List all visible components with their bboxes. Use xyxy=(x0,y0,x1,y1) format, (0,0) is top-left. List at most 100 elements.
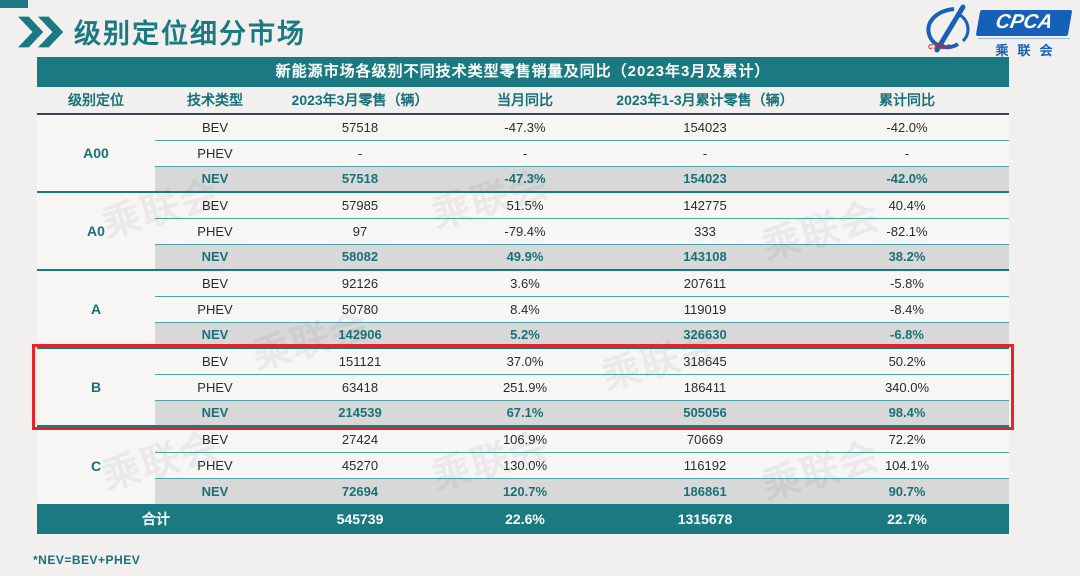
col-header-tech-type: 技术类型 xyxy=(155,87,275,115)
table-row: PHEV 50780 8.4% 119019 -8.4% xyxy=(37,295,1009,322)
value-cell: 90.7% xyxy=(805,477,1009,504)
value-cell: 326630 xyxy=(605,321,805,348)
value-cell: 120.7% xyxy=(445,477,605,504)
tech-type-cell: NEV xyxy=(155,165,275,192)
table-row: NEV 58082 49.9% 143108 38.2% xyxy=(37,243,1009,270)
table-caption: 新能源市场各级别不同技术类型零售销量及同比（2023年3月及累计） xyxy=(37,57,1009,87)
value-cell: -5.8% xyxy=(805,269,1009,296)
tech-type-cell: PHEV xyxy=(155,373,275,400)
tech-type-cell: BEV xyxy=(155,269,275,296)
tech-type-cell: NEV xyxy=(155,243,275,270)
value-cell: 98.4% xyxy=(805,399,1009,426)
value-cell: 207611 xyxy=(605,269,805,296)
table-row: NEV 72694 120.7% 186861 90.7% xyxy=(37,477,1009,504)
table-row: NEV 142906 5.2% 326630 -6.8% xyxy=(37,321,1009,348)
total-cum-yoy: 22.7% xyxy=(805,504,1009,534)
value-cell: - xyxy=(445,139,605,166)
col-header-level: 级别定位 xyxy=(37,87,155,115)
value-cell: -47.3% xyxy=(445,114,605,140)
cpca-logo-sub-text: CPCA xyxy=(928,44,952,51)
table-row: NEV 57518 -47.3% 154023 -42.0% xyxy=(37,165,1009,192)
double-chevron-icon xyxy=(18,16,64,48)
value-cell: 142906 xyxy=(275,321,445,348)
level-cell: A xyxy=(37,269,155,348)
tech-type-cell: PHEV xyxy=(155,139,275,166)
value-cell: 5.2% xyxy=(445,321,605,348)
level-cell: A0 xyxy=(37,191,155,270)
total-row: 合计 545739 22.6% 1315678 22.7% xyxy=(37,504,1009,534)
value-cell: 318645 xyxy=(605,347,805,374)
value-cell: 340.0% xyxy=(805,373,1009,400)
table-row: A0 BEV 57985 51.5% 142775 40.4% xyxy=(37,191,1009,270)
value-cell: 104.1% xyxy=(805,451,1009,478)
value-cell: 50780 xyxy=(275,295,445,322)
value-cell: 67.1% xyxy=(445,399,605,426)
table-row: B BEV 151121 37.0% 318645 50.2% xyxy=(37,347,1009,426)
value-cell: -6.8% xyxy=(805,321,1009,348)
value-cell: 214539 xyxy=(275,399,445,426)
total-month-yoy: 22.6% xyxy=(445,504,605,534)
value-cell: 45270 xyxy=(275,451,445,478)
value-cell: -47.3% xyxy=(445,165,605,192)
tech-type-cell: NEV xyxy=(155,321,275,348)
slide-header: 级别定位细分市场 xyxy=(18,12,306,51)
tech-type-cell: PHEV xyxy=(155,295,275,322)
corner-accent xyxy=(0,0,28,8)
level-cell: C xyxy=(37,425,155,504)
tech-type-cell: BEV xyxy=(155,425,275,452)
tech-type-cell: NEV xyxy=(155,477,275,504)
value-cell: - xyxy=(805,139,1009,166)
tech-type-cell: NEV xyxy=(155,399,275,426)
table-row: PHEV 45270 130.0% 116192 104.1% xyxy=(37,451,1009,478)
table-row: A BEV 92126 3.6% 207611 -5.8% xyxy=(37,269,1009,348)
value-cell: 119019 xyxy=(605,295,805,322)
value-cell: 57985 xyxy=(275,191,445,218)
table-row: PHEV - - - - xyxy=(37,139,1009,166)
cpca-acronym: CPCA xyxy=(975,10,1073,36)
cpca-swoosh-icon xyxy=(922,4,976,59)
cpca-chinese-name: 乘联会 xyxy=(978,38,1070,59)
value-cell: 154023 xyxy=(605,114,805,140)
table-row: A00 BEV 57518 -47.3% 154023 -42.0% xyxy=(37,114,1009,192)
value-cell: 106.9% xyxy=(445,425,605,452)
value-cell: 251.9% xyxy=(445,373,605,400)
value-cell: 49.9% xyxy=(445,243,605,270)
value-cell: 57518 xyxy=(275,165,445,192)
value-cell: 3.6% xyxy=(445,269,605,296)
total-march-retail: 545739 xyxy=(275,504,445,534)
total-cum-retail: 1315678 xyxy=(605,504,805,534)
table-row: PHEV 63418 251.9% 186411 340.0% xyxy=(37,373,1009,400)
page-title: 级别定位细分市场 xyxy=(74,19,306,49)
tech-type-cell: BEV xyxy=(155,347,275,374)
value-cell: 50.2% xyxy=(805,347,1009,374)
value-cell: 142775 xyxy=(605,191,805,218)
tech-type-cell: BEV xyxy=(155,191,275,218)
value-cell: 37.0% xyxy=(445,347,605,374)
value-cell: 40.4% xyxy=(805,191,1009,218)
value-cell: - xyxy=(605,139,805,166)
col-header-cum-yoy: 累计同比 xyxy=(805,87,1009,115)
tech-type-cell: BEV xyxy=(155,114,275,140)
value-cell: - xyxy=(275,139,445,166)
value-cell: -82.1% xyxy=(805,217,1009,244)
table-row: PHEV 97 -79.4% 333 -82.1% xyxy=(37,217,1009,244)
value-cell: 186861 xyxy=(605,477,805,504)
value-cell: 27424 xyxy=(275,425,445,452)
total-label: 合计 xyxy=(37,504,275,534)
value-cell: -42.0% xyxy=(805,165,1009,192)
value-cell: 333 xyxy=(605,217,805,244)
table-row: C BEV 27424 106.9% 70669 72.2% xyxy=(37,425,1009,504)
value-cell: 505056 xyxy=(605,399,805,426)
table-row: NEV 214539 67.1% 505056 98.4% xyxy=(37,399,1009,426)
value-cell: 154023 xyxy=(605,165,805,192)
value-cell: 8.4% xyxy=(445,295,605,322)
value-cell: 92126 xyxy=(275,269,445,296)
value-cell: 186411 xyxy=(605,373,805,400)
value-cell: 57518 xyxy=(275,114,445,140)
value-cell: 97 xyxy=(275,217,445,244)
col-header-march-retail: 2023年3月零售（辆） xyxy=(275,87,445,115)
value-cell: 58082 xyxy=(275,243,445,270)
value-cell: 143108 xyxy=(605,243,805,270)
table-block: 新能源市场各级别不同技术类型零售销量及同比（2023年3月及累计） 级别定位 技… xyxy=(37,57,1009,534)
